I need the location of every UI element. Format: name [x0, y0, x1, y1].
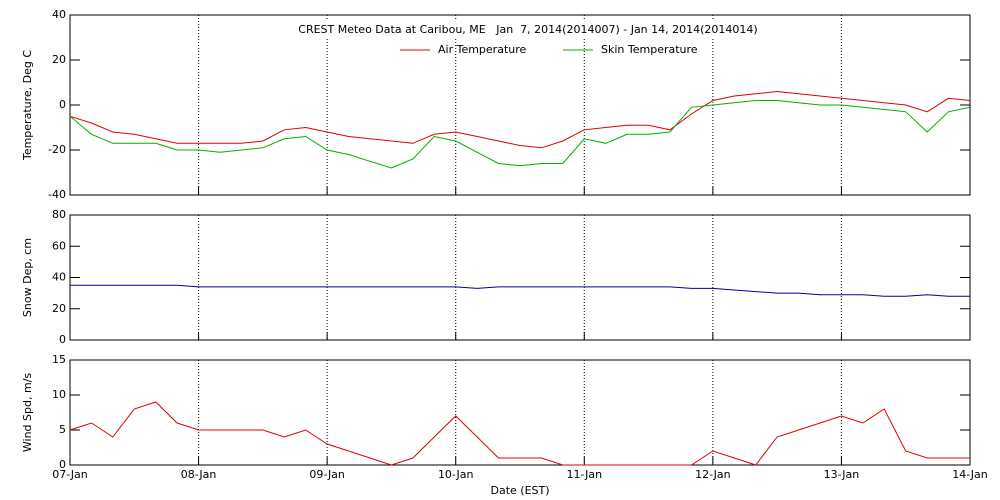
y-tick-label: 40	[52, 271, 66, 284]
legend-label: Skin Temperature	[601, 43, 698, 56]
chart-title: CREST Meteo Data at Caribou, ME Jan 7, 2…	[298, 23, 757, 36]
plot-frame	[69, 359, 971, 466]
x-tick-label: 07-Jan	[52, 468, 88, 481]
data-line	[69, 100, 971, 169]
y-tick-label: 20	[52, 53, 66, 66]
y-tick-label: 0	[59, 333, 66, 346]
y-tick-label: 0	[59, 98, 66, 111]
title-bg	[228, 21, 828, 39]
y-tick-label: 5	[59, 423, 66, 436]
data-line	[69, 401, 970, 466]
y-tick-label: 20	[52, 302, 66, 315]
x-tick-label: 09-Jan	[309, 468, 345, 481]
y-tick-label: 40	[52, 8, 66, 21]
y-axis-label: Temperature, Deg C	[21, 50, 34, 161]
y-tick-label: 15	[52, 353, 66, 366]
plot-frame	[69, 14, 971, 196]
x-tick-label: 14-Jan	[952, 468, 988, 481]
y-tick-label: 10	[52, 388, 66, 401]
plot-frame	[69, 214, 971, 341]
x-tick-label: 12-Jan	[695, 468, 731, 481]
y-tick-label: -20	[48, 143, 66, 156]
data-line	[69, 90, 971, 149]
data-line	[70, 284, 970, 297]
y-tick-label: 60	[52, 239, 66, 252]
legend-label: Air Temperature	[438, 43, 527, 56]
x-tick-label: 11-Jan	[567, 468, 603, 481]
y-tick-label: 80	[52, 208, 66, 221]
x-axis-label: Date (EST)	[490, 484, 549, 497]
x-tick-label: 08-Jan	[181, 468, 217, 481]
y-axis-label: Snow Dep, cm	[21, 238, 34, 317]
y-tick-label: 0	[59, 458, 66, 471]
y-tick-label: -40	[48, 188, 66, 201]
y-axis-label: Wind Spd, m/s	[21, 373, 34, 453]
x-tick-label: 13-Jan	[824, 468, 860, 481]
x-tick-label: 10-Jan	[438, 468, 474, 481]
